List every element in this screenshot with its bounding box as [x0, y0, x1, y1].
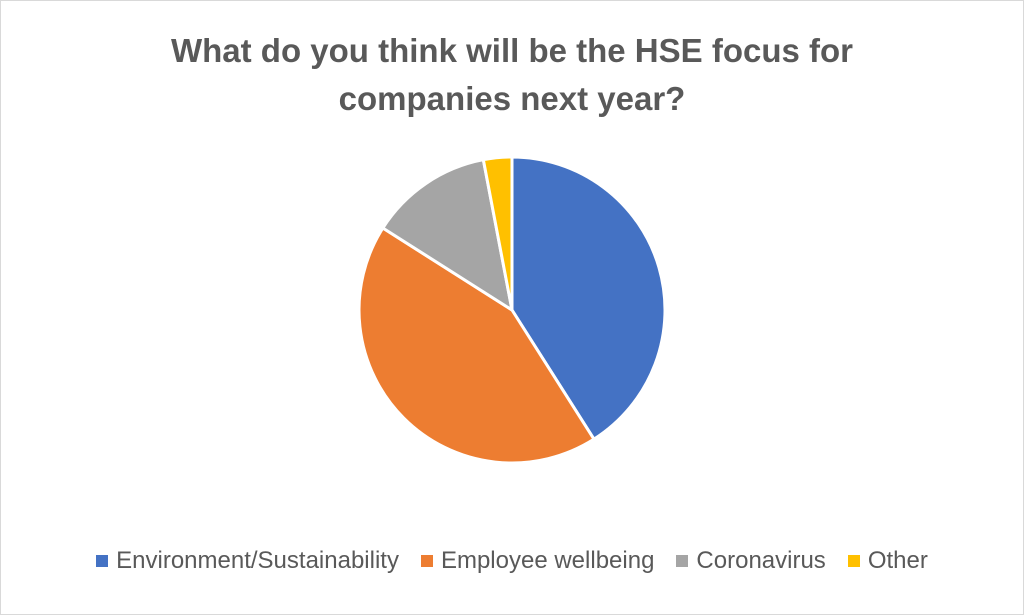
legend-label: Other	[867, 547, 928, 574]
legend-item: Employee wellbeing	[420, 547, 655, 575]
legend-item: Other	[847, 547, 928, 575]
legend-label: Environment/Sustainability	[116, 547, 399, 574]
legend-swatch	[96, 555, 109, 567]
legend-swatch	[847, 555, 860, 567]
pie-slice	[357, 226, 596, 465]
chart-title: What do you think will be the HSE focus …	[170, 32, 853, 117]
legend-label: Employee wellbeing	[440, 547, 655, 574]
legend-swatch	[420, 555, 433, 567]
legend-item: Coronavirus	[676, 547, 826, 575]
pie-slice	[381, 158, 514, 312]
legend-swatch	[676, 555, 689, 567]
legend: Environment/Sustainability Employee wellb…	[1, 547, 1023, 575]
legend-label: Coronavirus	[696, 547, 826, 574]
pie-slice	[481, 155, 514, 312]
legend-item: Environment/Sustainability	[96, 547, 399, 575]
